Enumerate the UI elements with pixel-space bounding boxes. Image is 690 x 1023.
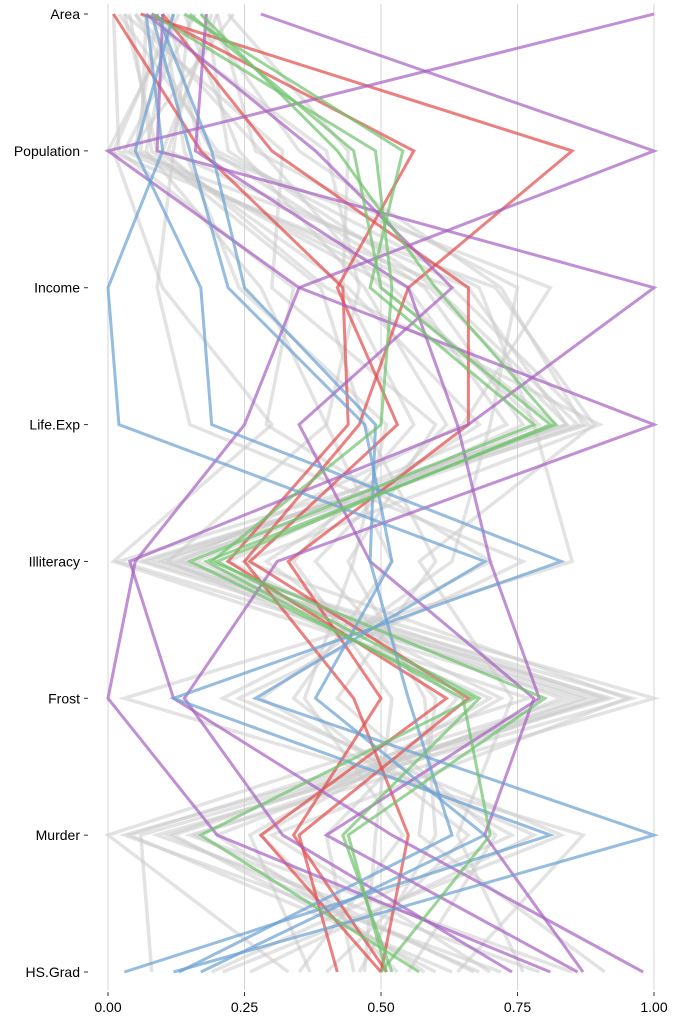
- variable-label: Life.Exp: [29, 417, 80, 433]
- value-tick-label: 0.75: [504, 999, 531, 1015]
- value-axis: 0.00 0.25 0.50 0.75 1.00: [94, 992, 667, 1015]
- variable-label: Area: [50, 6, 80, 22]
- variable-label: Income: [34, 280, 80, 296]
- variable-axis: Area Population Income Life.Exp Illiteracy Fr…: [14, 6, 88, 980]
- value-tick-label: 1.00: [640, 999, 667, 1015]
- value-tick-label: 0.25: [231, 999, 258, 1015]
- variable-label: Frost: [48, 690, 80, 706]
- variable-label: Murder: [36, 827, 81, 843]
- value-tick-label: 0.00: [94, 999, 121, 1015]
- variable-label: Illiteracy: [29, 553, 80, 569]
- value-tick-label: 0.50: [367, 999, 394, 1015]
- variable-label: Population: [14, 143, 80, 159]
- variable-label: HS.Grad: [26, 964, 80, 980]
